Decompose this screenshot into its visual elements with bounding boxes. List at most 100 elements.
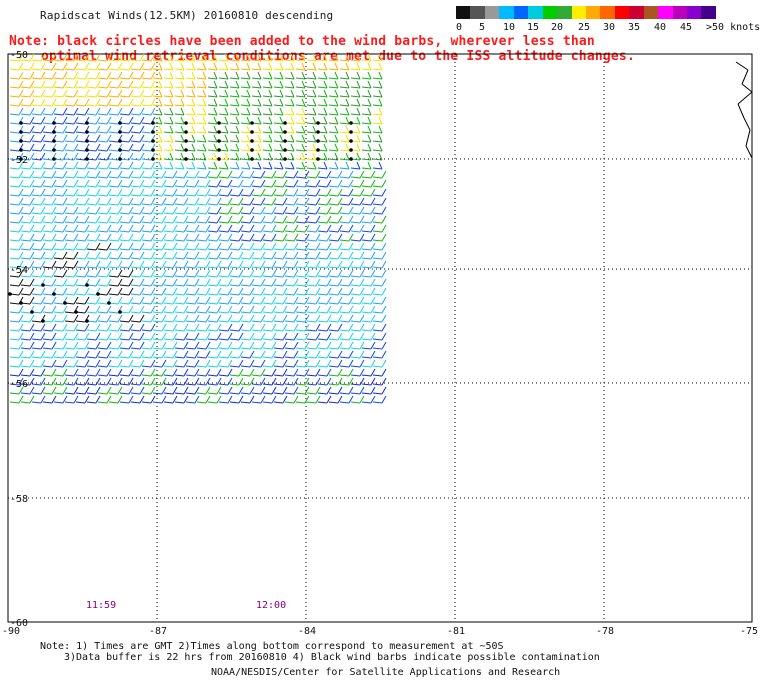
wind-barb: [130, 215, 145, 224]
wind-barb: [339, 197, 354, 206]
wind-barb: [372, 80, 383, 89]
wind-barb: [119, 215, 134, 224]
wind-barb: [141, 215, 156, 224]
wind-barb: [64, 332, 79, 341]
wind-barb: [295, 179, 310, 188]
wind-barb: [306, 80, 317, 89]
wind-barb: [361, 350, 376, 359]
wind-barb: [262, 386, 277, 395]
wind-barb: [295, 332, 310, 341]
wind-barb: [251, 395, 266, 404]
wind-barb: [185, 269, 200, 278]
wind-barb: [31, 116, 46, 125]
wind-barb: [130, 260, 145, 269]
wind-barb: [273, 143, 284, 152]
wind-barb: [218, 170, 233, 179]
wind-barb: [174, 278, 189, 287]
legend-swatch: [687, 6, 702, 19]
wind-barb: [53, 215, 68, 224]
wind-barb: [196, 260, 211, 269]
wind-barb: [86, 179, 101, 188]
wind-barb: [9, 323, 24, 332]
wind-barb: [317, 269, 332, 278]
wind-barb: [152, 170, 167, 179]
wind-barb: [207, 215, 222, 224]
wind-barb: [130, 98, 145, 107]
wind-barb: [75, 242, 90, 251]
wind-barb: [295, 197, 310, 206]
wind-barb: [361, 89, 372, 98]
wind-barb: [163, 179, 178, 188]
wind-barb: [20, 188, 35, 197]
wind-barb: [273, 53, 284, 62]
wind-barb: [185, 80, 196, 89]
wind-barb: [361, 125, 372, 134]
legend-label: 45: [680, 22, 693, 33]
wind-barb: [64, 224, 79, 233]
wind-barb: [273, 71, 284, 80]
wind-barb: [295, 188, 310, 197]
wind-barb: [218, 341, 233, 350]
wind-barb: [273, 296, 288, 305]
wind-barb: [108, 323, 123, 332]
wind-barb: [207, 332, 222, 341]
wind-barb: [317, 278, 332, 287]
wind-barb: [64, 377, 79, 386]
wind-barb: [317, 341, 332, 350]
wind-barb: [339, 215, 354, 224]
contamination-circle: [184, 148, 188, 152]
wind-barb: [185, 386, 200, 395]
contamination-circle: [349, 139, 353, 143]
wind-barb: [97, 341, 112, 350]
wind-barb: [75, 179, 90, 188]
wind-barb: [328, 188, 343, 197]
wind-barb: [53, 341, 68, 350]
wind-barb: [119, 62, 134, 71]
wind-barb: [130, 377, 145, 386]
wind-barb: [306, 233, 321, 242]
wind-barb: [284, 89, 295, 98]
wind-barb: [328, 134, 339, 143]
wind-barb: [295, 71, 306, 80]
wind-barb: [251, 62, 262, 71]
wind-barb: [240, 269, 255, 278]
contamination-circle: [283, 130, 287, 134]
wind-barb: [86, 62, 101, 71]
wind-barb: [185, 89, 196, 98]
contamination-circle: [52, 292, 56, 296]
wind-barb: [262, 305, 277, 314]
wind-barb: [339, 368, 354, 377]
wind-barb: [306, 323, 321, 332]
wind-barb: [251, 269, 266, 278]
wind-barb: [42, 251, 57, 260]
contamination-circle: [96, 292, 100, 296]
wind-barb: [240, 296, 255, 305]
wind-barb: [295, 314, 310, 323]
wind-barb: [295, 107, 306, 116]
wind-barb: [328, 161, 339, 170]
wind-barb: [64, 116, 79, 125]
wind-barb: [196, 314, 211, 323]
wind-barb: [317, 224, 332, 233]
contamination-circle: [316, 157, 320, 161]
wind-barb: [130, 53, 145, 62]
wind-barb: [130, 233, 145, 242]
wind-barb: [240, 350, 255, 359]
wind-barb: [196, 161, 207, 170]
wind-barb: [152, 278, 167, 287]
wind-barb: [339, 143, 350, 152]
wind-barb: [130, 332, 145, 341]
contamination-circle: [52, 130, 56, 134]
wind-barb: [119, 179, 134, 188]
wind-barb: [350, 278, 365, 287]
wind-barb: [141, 350, 156, 359]
wind-barb: [9, 377, 24, 386]
wind-barb: [97, 215, 112, 224]
wind-barb: [218, 386, 233, 395]
wind-barb: [262, 350, 277, 359]
legend-label: 5: [479, 22, 486, 33]
wind-barb: [284, 170, 299, 179]
wind-barb: [64, 152, 79, 161]
wind-barb: [218, 188, 233, 197]
